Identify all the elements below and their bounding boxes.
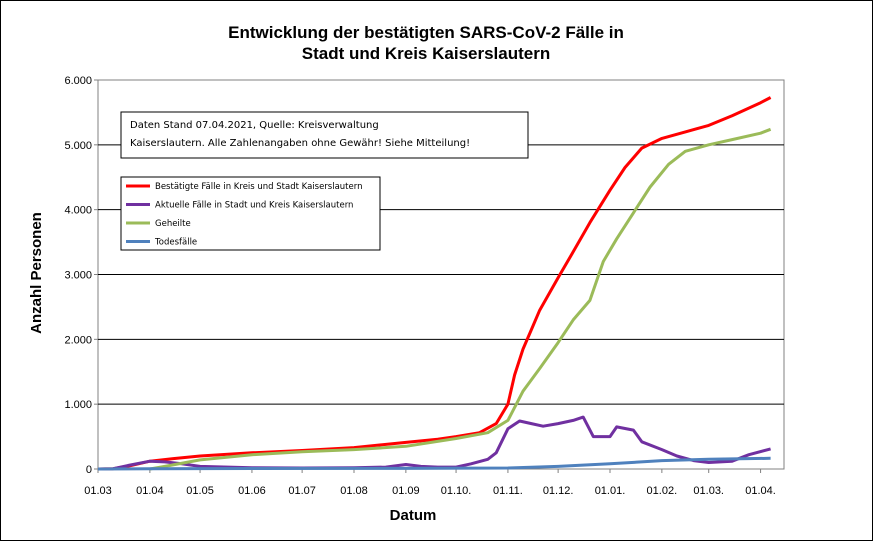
y-axis-label: Anzahl Personen (28, 212, 45, 334)
x-tick-label: 01.01. (595, 485, 626, 497)
y-tick-label: 4.000 (64, 205, 92, 217)
chart-title-line2: Stadt und Kreis Kaiserslautern (302, 44, 550, 63)
y-tick-label: 0 (86, 464, 92, 476)
x-tick-label: 01.08 (340, 485, 368, 497)
x-tick-label: 01.06 (238, 485, 266, 497)
x-tick-label: 01.10. (441, 485, 472, 497)
x-tick-label: 01.09 (392, 485, 420, 497)
series-line-3 (149, 127, 772, 471)
y-tick-label: 1.000 (64, 399, 92, 411)
series-line-2 (97, 415, 771, 471)
series-line-4 (97, 456, 771, 471)
source-note-line2: Kaiserslautern. Alle Zahlenangaben ohne … (130, 138, 470, 149)
x-tick-label: 01.02. (647, 485, 678, 497)
x-tick-label: 01.11. (493, 485, 523, 497)
legend-label: Aktuelle Fälle in Stadt und Kreis Kaiser… (155, 201, 353, 211)
legend: Bestätigte Fälle in Kreis und Stadt Kais… (120, 176, 381, 251)
x-axis-label: Datum (390, 507, 437, 524)
x-tick-label: 01.05 (186, 485, 214, 497)
series-line-1 (97, 96, 772, 471)
legend-label: Todesfälle (154, 238, 197, 248)
x-tick-label: 01.12. (543, 485, 574, 497)
x-axis-ticks: 01.03 01.04 01.05 01.06 01.07 01.08 01.09 01.10… (84, 469, 776, 497)
y-tick-label: 5.000 (64, 140, 92, 152)
y-tick-label: 2.000 (64, 334, 92, 346)
x-tick-label: 01.04 (136, 485, 164, 497)
x-tick-label: 01.03 (84, 485, 112, 497)
legend-label: Bestätigte Fälle in Kreis und Stadt Kais… (155, 182, 362, 192)
y-axis-ticks: 0 1.000 2.000 3.000 4.000 5.000 6.000 (64, 75, 98, 476)
source-note: Daten Stand 07.04.2021, Quelle: Kreisver… (120, 111, 529, 159)
source-note-line1: Daten Stand 07.04.2021, Quelle: Kreisver… (130, 120, 379, 131)
y-tick-label: 6.000 (64, 75, 92, 87)
chart-title-line1: Entwicklung der bestätigten SARS-CoV-2 F… (228, 23, 624, 42)
x-tick-label: 01.04. (745, 485, 776, 497)
y-tick-label: 3.000 (64, 270, 92, 282)
x-tick-label: 01.03. (693, 485, 724, 497)
series-lines (97, 96, 772, 471)
x-tick-label: 01.07 (288, 485, 316, 497)
legend-label: Geheilte (155, 219, 191, 229)
